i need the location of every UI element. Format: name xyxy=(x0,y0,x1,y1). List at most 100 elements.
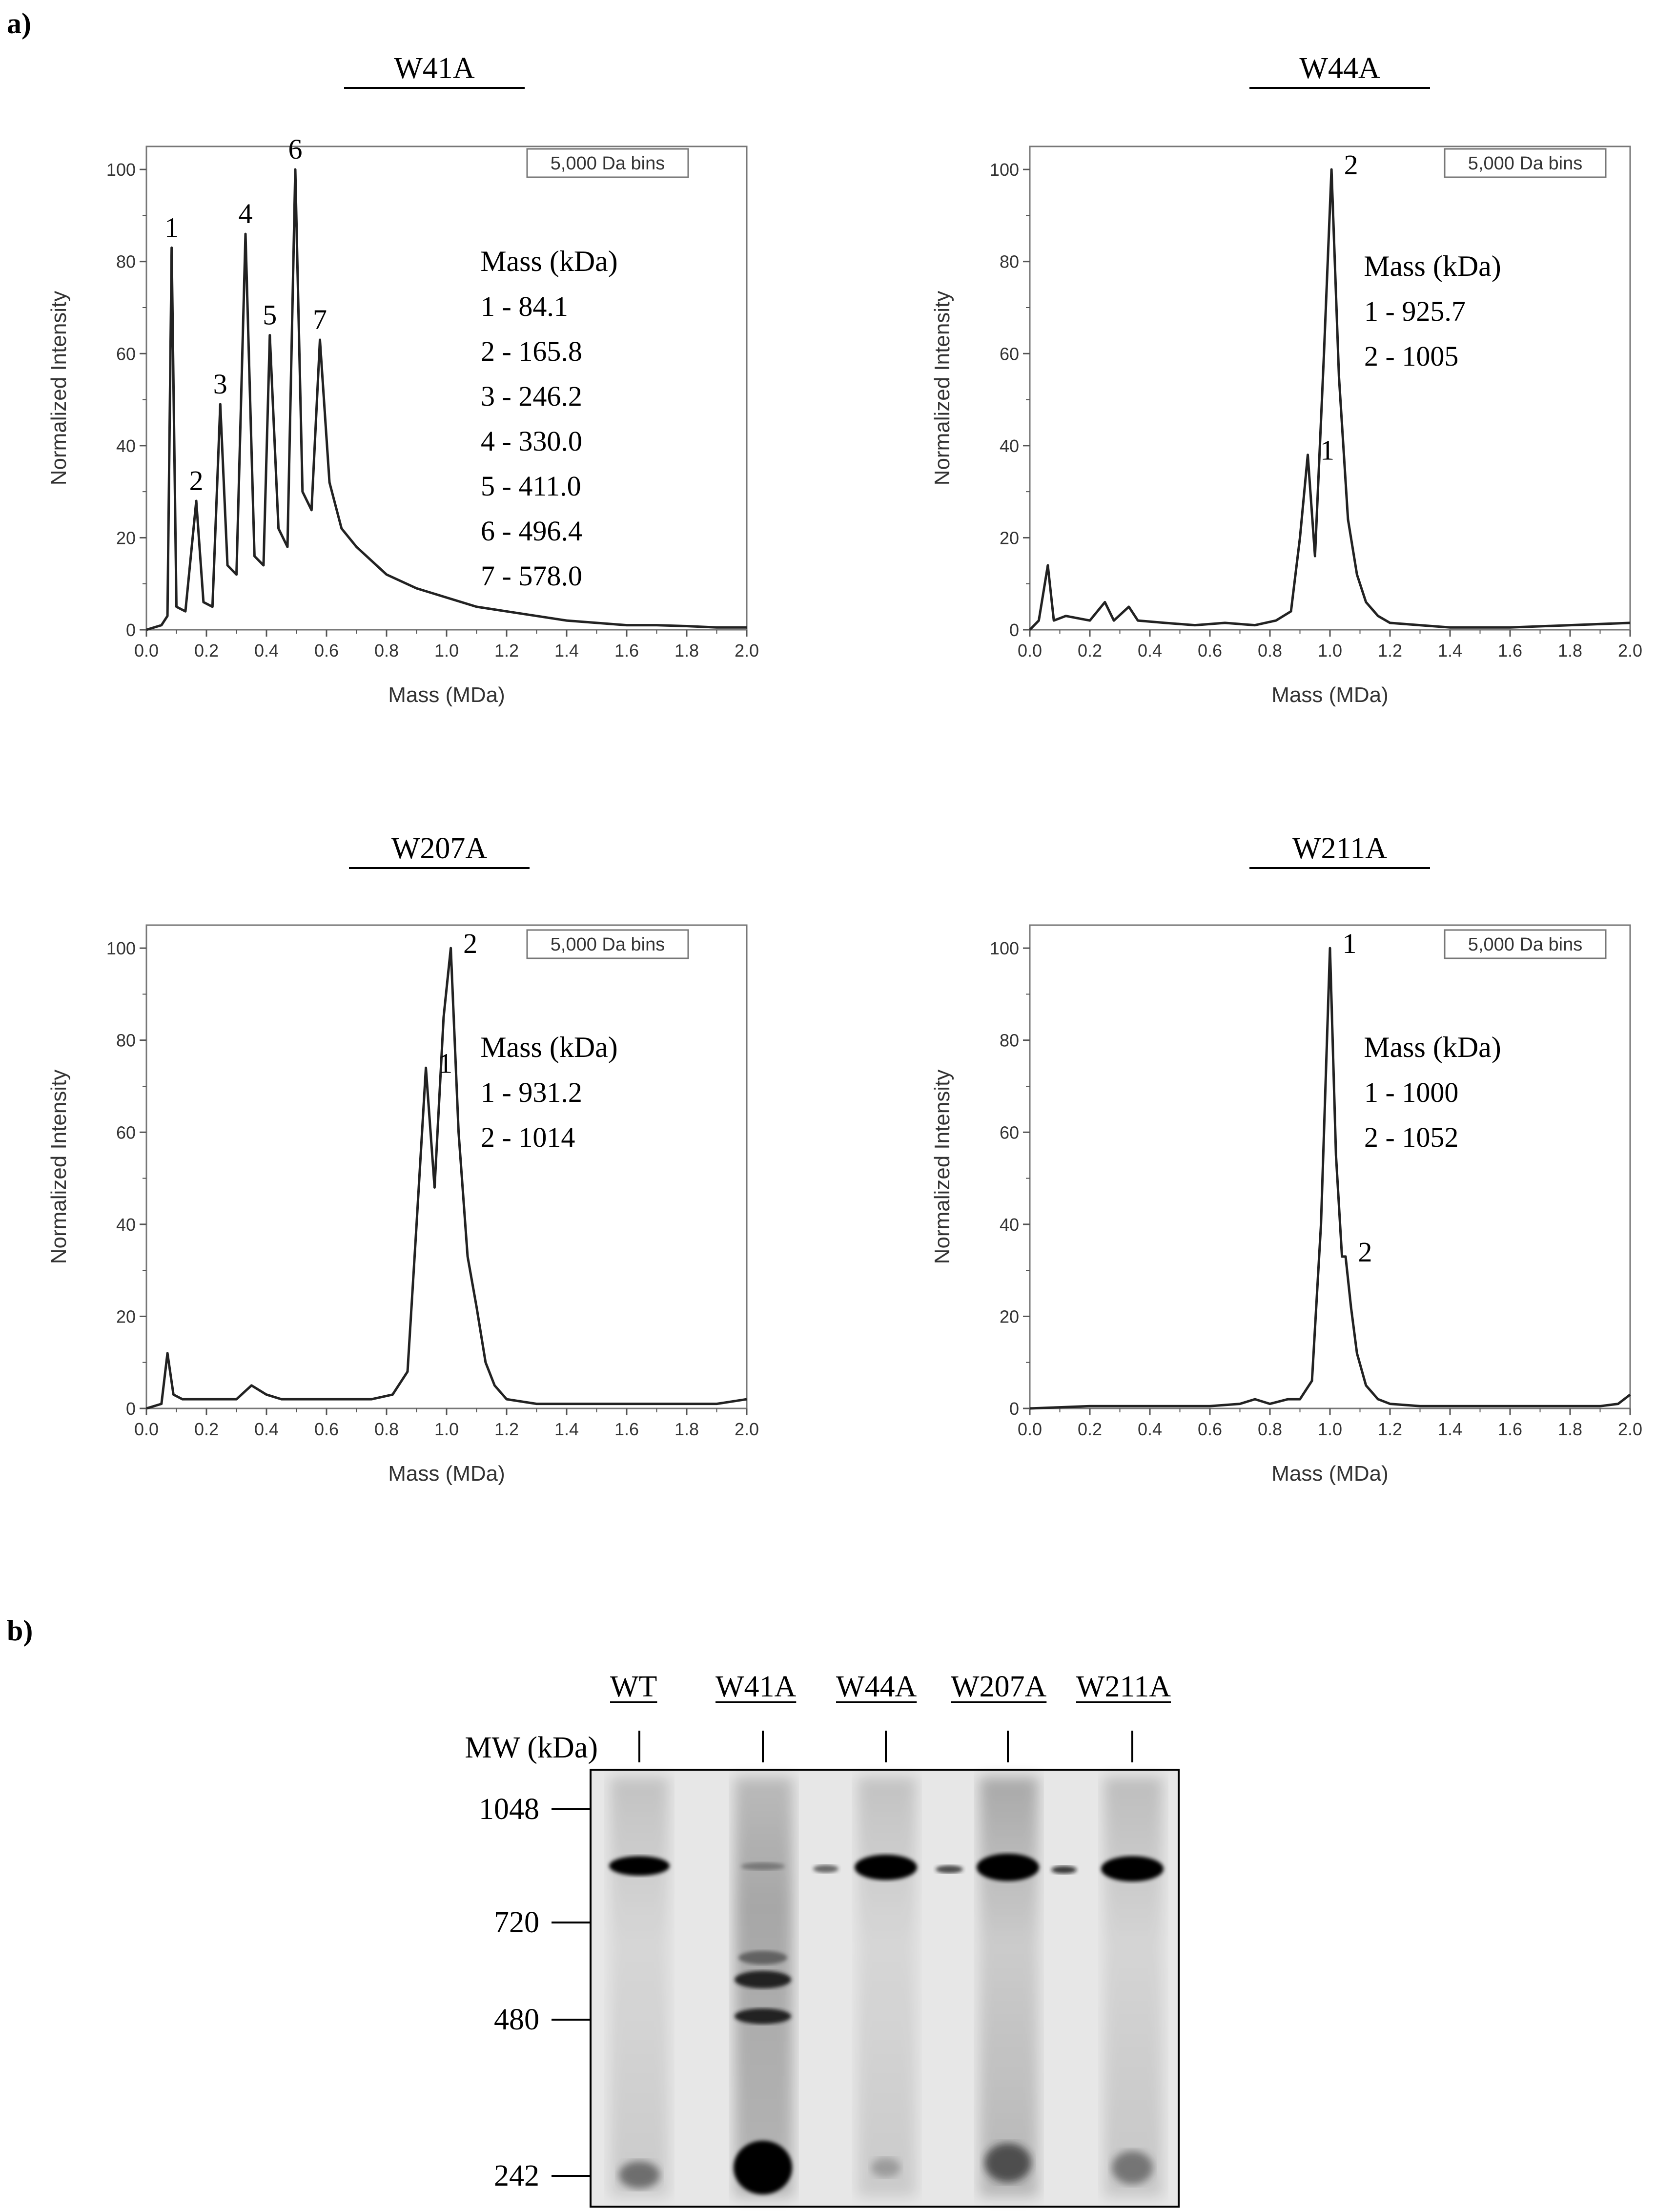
x-tick-label: 1.6 xyxy=(1498,1419,1522,1439)
x-tick-label: 1.0 xyxy=(1318,641,1342,661)
y-tick-label: 60 xyxy=(1000,344,1019,364)
mw-header: MW (kDa) xyxy=(465,1731,598,1764)
x-tick-label: 1.4 xyxy=(1438,641,1462,661)
peak-label: 4 xyxy=(238,198,252,229)
y-axis-label: Normalized Intensity xyxy=(47,1070,71,1264)
legend-entry: 2 - 1052 xyxy=(1364,1121,1458,1153)
gel-lane-w44a xyxy=(855,1777,917,2197)
chart-w41a: W41A 0 20 40 60 80 100 0.0 0.2 0.4 0.6 0.8 1.0 1.2 1.4… xyxy=(47,52,759,707)
lane-ticks xyxy=(638,1731,1133,1762)
legend-entry: 2 - 1014 xyxy=(481,1121,575,1153)
panel-label-a: a) xyxy=(7,7,31,40)
legend-title: Mass (kDa) xyxy=(1364,250,1501,282)
x-tick-label: 0.4 xyxy=(254,641,279,661)
x-tick-label: 0.2 xyxy=(1078,641,1102,661)
gel-lane-w207a xyxy=(977,1777,1039,2197)
x-tick-label: 2.0 xyxy=(735,641,759,661)
series-line xyxy=(1029,947,1631,1410)
y-tick-label: 80 xyxy=(1000,1031,1019,1051)
x-tick-label: 1.8 xyxy=(675,1419,699,1439)
bin-size-label: 5,000 Da bins xyxy=(1468,153,1583,174)
legend-entry: 1 - 1000 xyxy=(1364,1076,1458,1108)
x-tick-label: 0.0 xyxy=(1018,1419,1042,1439)
bin-size-label: 5,000 Da bins xyxy=(1468,934,1583,955)
gel-lane-w41a xyxy=(734,1777,793,2197)
x-axis-label: Mass (MDa) xyxy=(388,1462,505,1486)
y-axis-label: Normalized Intensity xyxy=(930,1070,954,1264)
x-tick-label: 2.0 xyxy=(1618,1419,1642,1439)
bin-size-label: 5,000 Da bins xyxy=(551,934,665,955)
chart-title: W41A xyxy=(394,52,475,85)
x-tick-label: 1.4 xyxy=(554,1419,579,1439)
gel-lane-title-w41a: W41A xyxy=(716,1670,797,1703)
y-tick-label: 40 xyxy=(1000,1215,1019,1235)
gel-lane-title-w207a: W207A xyxy=(951,1670,1047,1703)
gel-lane-title-w44a: W44A xyxy=(836,1670,917,1703)
y-tick-label: 100 xyxy=(106,938,136,958)
x-tick-label: 0.8 xyxy=(1258,1419,1282,1439)
peak-label: 3 xyxy=(213,368,227,400)
x-tick-label: 0.4 xyxy=(254,1419,279,1439)
x-tick-label: 0.6 xyxy=(314,1419,339,1439)
gel-image: MW (kDa) 1048 720 480 242 xyxy=(465,1731,1180,2208)
legend-title: Mass (kDa) xyxy=(1364,1031,1501,1063)
x-tick-label: 1.0 xyxy=(434,1419,459,1439)
x-tick-label: 1.6 xyxy=(1498,641,1522,661)
legend-entry: 2 - 165.8 xyxy=(481,335,582,367)
x-tick-label: 0.2 xyxy=(1078,1419,1102,1439)
legend-entry: 2 - 1005 xyxy=(1364,340,1458,372)
x-tick-label: 1.2 xyxy=(1378,641,1402,661)
x-tick-label: 2.0 xyxy=(1618,641,1642,661)
y-tick-label: 40 xyxy=(1000,436,1019,456)
y-tick-label: 80 xyxy=(116,252,136,272)
mw-marker-720: 720 xyxy=(494,1906,539,1939)
peak-label: 2 xyxy=(1358,1236,1372,1268)
mw-marker-242: 242 xyxy=(494,2159,539,2192)
bin-size-box xyxy=(526,929,689,959)
peak-label: 2 xyxy=(463,928,477,959)
mw-marker-ticks xyxy=(552,1808,591,2177)
gel-lane-w211a xyxy=(1101,1777,1164,2197)
y-tick-label: 40 xyxy=(116,1215,136,1235)
peak-label: 1 xyxy=(1343,928,1357,959)
x-tick-label: 1.2 xyxy=(494,641,519,661)
peak-label: 1 xyxy=(1320,434,1334,466)
y-tick-label: 60 xyxy=(116,1122,136,1142)
series-line xyxy=(146,168,747,631)
peak-label: 1 xyxy=(164,211,179,243)
chart-w207a: W207A 0 20 40 60 80 100 0.0 0.2 0.4 0.6 0.8 1.0 1.2 1.… xyxy=(47,832,759,1486)
chart-w211a: W211A 0 20 40 60 80 100 0.0 0.2 0.4 0.6 0.8 1.0 1.2 1.… xyxy=(930,832,1642,1486)
chart-title: W207A xyxy=(391,832,488,865)
y-tick-label: 80 xyxy=(116,1031,136,1051)
legend-entry: 7 - 578.0 xyxy=(481,560,582,592)
legend-entry: 6 - 496.4 xyxy=(481,515,582,547)
y-axis-label: Normalized Intensity xyxy=(47,291,71,486)
peak-label: 6 xyxy=(288,133,303,165)
legend-title: Mass (kDa) xyxy=(480,245,618,277)
legend-entry: 1 - 931.2 xyxy=(481,1076,582,1108)
bin-size-box xyxy=(1444,929,1607,959)
legend-entry: 1 - 925.7 xyxy=(1364,295,1466,327)
chart-w44a: W44A 0 20 40 60 80 100 0.0 0.2 0.4 0.6 0.8 1.0 1.2 1.4… xyxy=(930,52,1642,707)
x-tick-label: 0.8 xyxy=(1258,641,1282,661)
x-tick-label: 1.8 xyxy=(675,641,699,661)
gel-lane-wt xyxy=(609,1777,670,2197)
y-tick-label: 100 xyxy=(990,938,1019,958)
y-tick-label: 100 xyxy=(106,160,136,180)
x-tick-label: 0.2 xyxy=(194,1419,219,1439)
chart-title: W211A xyxy=(1292,832,1387,865)
x-tick-label: 0.0 xyxy=(134,641,159,661)
chart-title: W44A xyxy=(1299,52,1380,85)
x-tick-label: 0.2 xyxy=(194,641,219,661)
y-tick-label: 0 xyxy=(1009,620,1019,640)
legend-entry: 5 - 411.0 xyxy=(481,470,581,502)
bin-size-box xyxy=(526,148,689,178)
gel-stray-band xyxy=(1051,1866,1077,1874)
legend-entry: 3 - 246.2 xyxy=(481,380,582,412)
y-tick-label: 60 xyxy=(1000,1122,1019,1142)
mw-marker-480: 480 xyxy=(494,2003,539,2036)
y-tick-label: 20 xyxy=(1000,1306,1019,1326)
x-tick-label: 1.6 xyxy=(614,641,639,661)
x-tick-label: 0.0 xyxy=(134,1419,159,1439)
x-tick-label: 0.4 xyxy=(1138,1419,1162,1439)
